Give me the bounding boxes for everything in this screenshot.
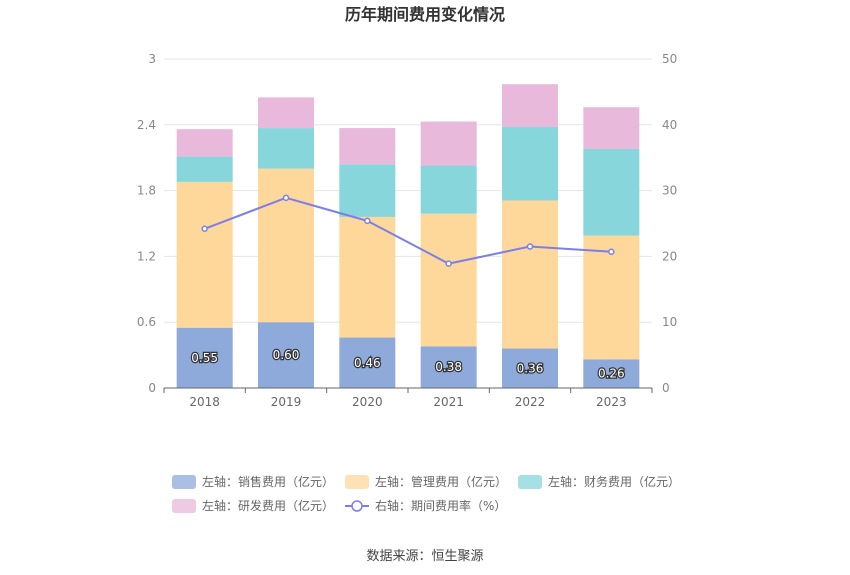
bar-segment	[502, 84, 558, 127]
right-axis-ticks: 0 10 20 30 40 50	[662, 52, 677, 395]
data-source: 数据来源：恒生聚源	[366, 549, 483, 564]
right-tick-label: 50	[662, 52, 677, 66]
bar-segment	[420, 121, 477, 166]
x-tick-label: 2020	[352, 395, 383, 409]
legend-swatch	[345, 475, 369, 489]
legend-swatch	[172, 475, 196, 489]
rate-point	[364, 217, 371, 225]
right-tick-label: 20	[662, 249, 677, 263]
legend-label: 左轴：销售费用（亿元）	[202, 474, 334, 489]
bar-segment	[339, 164, 396, 217]
bar-segment	[258, 322, 314, 388]
x-axis-ticks: 2018 2019 2020 2021 2022 2023	[163, 388, 653, 409]
left-tick-label: 1.2	[137, 249, 156, 263]
bar-segment	[583, 107, 640, 149]
bar-segment	[502, 126, 558, 201]
bar-segment	[420, 213, 477, 347]
x-tick-label: 2019	[271, 395, 302, 409]
bar-value-label: 0.55	[191, 351, 218, 365]
bar-data-labels: 0.55 0.60 0.46 0.38 0.36 0.26	[190, 347, 626, 382]
rate-line	[204, 196, 612, 265]
legend-swatch	[518, 475, 542, 489]
bar-segment	[502, 200, 558, 349]
bar-segment	[583, 359, 640, 388]
bar-segment	[339, 337, 396, 388]
bar-segment	[258, 128, 314, 169]
legend-marker	[351, 500, 363, 512]
bar-value-label: 0.38	[435, 360, 462, 374]
rate-point	[445, 260, 452, 267]
legend-swatch	[172, 499, 196, 513]
bar-series	[176, 84, 640, 388]
left-tick-label: 2.4	[137, 118, 156, 132]
right-tick-label: 30	[662, 184, 677, 198]
chart-title: 历年期间费用变化情况	[345, 5, 505, 24]
x-tick-label: 2021	[433, 395, 464, 409]
left-tick-label: 0	[148, 381, 156, 395]
x-tick-label: 2023	[596, 395, 627, 409]
bar-segment	[583, 235, 640, 360]
bar-value-label: 0.46	[354, 356, 381, 370]
rate-point	[282, 194, 290, 202]
rate-point	[608, 248, 615, 256]
legend-label: 左轴：管理费用（亿元）	[375, 474, 507, 489]
right-tick-label: 10	[662, 315, 677, 329]
bar-segment	[258, 168, 314, 323]
bar-segment	[583, 148, 640, 236]
x-tick-label: 2018	[189, 395, 220, 409]
legend: 左轴：销售费用（亿元） 左轴：管理费用（亿元） 左轴：财务费用（亿元） 左轴：研发费用…	[172, 474, 680, 513]
bar-segment	[420, 346, 477, 388]
bar-segment	[176, 181, 233, 328]
rate-point	[201, 225, 208, 233]
legend-label: 左轴：财务费用（亿元）	[548, 474, 680, 489]
left-tick-label: 1.8	[137, 184, 156, 198]
bar-value-label: 0.26	[598, 367, 625, 381]
bar-segment	[339, 216, 396, 338]
legend-label: 左轴：研发费用（亿元）	[202, 498, 334, 513]
x-tick-label: 2022	[515, 395, 546, 409]
bar-segment	[258, 97, 314, 129]
bar-segment	[176, 327, 233, 388]
bar-segment	[176, 129, 233, 157]
legend-label: 右轴：期间费用率（%）	[375, 498, 506, 513]
right-tick-label: 40	[662, 118, 677, 132]
rate-point	[526, 243, 534, 250]
grid-lines	[164, 58, 652, 323]
left-axis-ticks: 0 0.6 1.2 1.8 2.4 3	[137, 52, 156, 395]
bar-value-label: 0.60	[273, 348, 300, 362]
right-tick-label: 0	[662, 381, 670, 395]
bar-segment	[502, 348, 558, 388]
bar-value-label: 0.36	[517, 361, 544, 375]
bar-segment	[420, 165, 477, 214]
bar-segment	[339, 128, 396, 165]
rate-line-series	[201, 194, 615, 267]
left-tick-label: 3	[148, 52, 156, 66]
left-tick-label: 0.6	[137, 315, 156, 329]
bar-segment	[176, 156, 233, 182]
